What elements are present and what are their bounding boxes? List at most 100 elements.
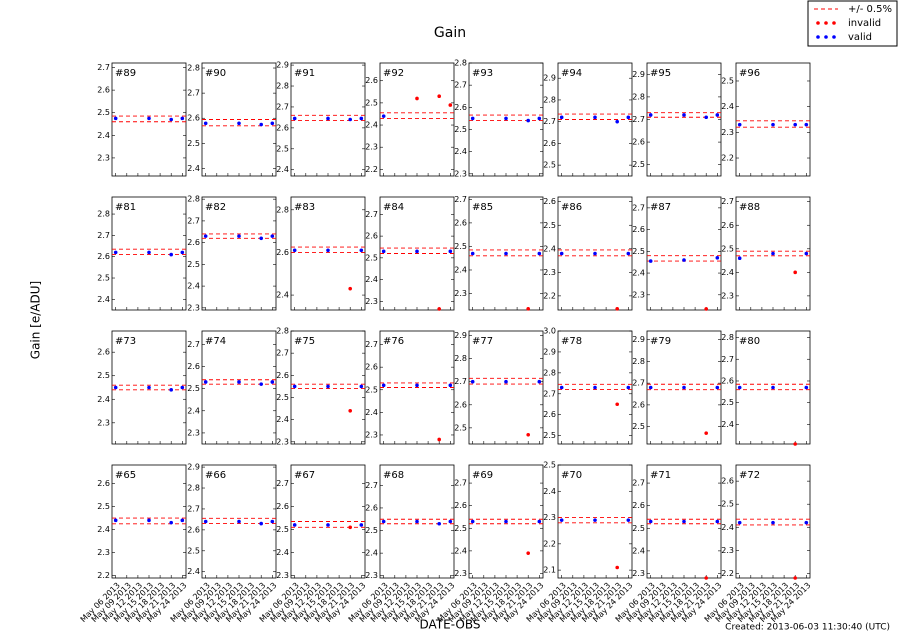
panel-title: #85 [472, 202, 493, 213]
y-tick-label: 2.8 [543, 368, 556, 377]
x-axis-label: DATE-OBS [420, 618, 481, 632]
y-tick-label: 2.6 [543, 197, 556, 206]
valid-point [715, 385, 720, 390]
y-tick-label: 2.6 [721, 477, 734, 486]
y-tick-label: 2.8 [97, 210, 110, 219]
valid-point [147, 385, 151, 390]
y-tick-label: 2.5 [543, 221, 556, 230]
y-tick-label: 2.2 [97, 571, 110, 580]
legend-marker [824, 21, 828, 25]
y-tick-label: 2.8 [187, 64, 200, 73]
y-tick-label: 2.3 [97, 153, 110, 162]
valid-point [237, 121, 241, 126]
y-tick-label: 2.7 [187, 504, 200, 513]
panel-title: #74 [205, 336, 226, 347]
y-tick-label: 2.4 [276, 415, 289, 424]
valid-point [259, 521, 264, 526]
valid-point [359, 248, 364, 253]
invalid-point [348, 525, 353, 530]
y-tick-label: 2.4 [187, 164, 200, 173]
panel-frame [646, 62, 722, 177]
valid-point [381, 519, 386, 524]
y-tick-label: 2.5 [454, 125, 467, 134]
valid-point [237, 519, 241, 524]
y-tick-label: 2.3 [721, 546, 734, 555]
valid-point [715, 113, 720, 117]
panel-title: #94 [561, 68, 582, 79]
y-tick-label: 2.5 [187, 139, 200, 148]
invalid-point [526, 307, 530, 311]
legend-marker [816, 21, 820, 25]
valid-point [715, 519, 720, 524]
y-tick-label: 2.4 [365, 121, 378, 130]
invalid-point [793, 576, 797, 580]
invalid-point [615, 307, 619, 311]
y-tick-label: 2.6 [97, 252, 110, 261]
y-tick-label: 2.4 [543, 244, 556, 253]
panel-title: #77 [472, 336, 493, 347]
y-tick-label: 2.4 [721, 268, 734, 277]
valid-point [737, 520, 742, 525]
y-tick-label: 2.7 [721, 197, 734, 206]
invalid-point [348, 286, 353, 291]
y-tick-label: 2.7 [365, 481, 378, 490]
y-tick-label: 2.4 [187, 406, 200, 415]
y-tick-label: 2.6 [187, 238, 200, 247]
valid-point [270, 380, 275, 384]
y-tick-label: 2.7 [454, 195, 467, 204]
y-tick-label: 2.6 [365, 232, 378, 241]
valid-point [704, 115, 708, 120]
y-tick-label: 2.4 [632, 546, 645, 555]
valid-point [203, 121, 208, 126]
valid-point [237, 234, 241, 238]
invalid-point [437, 94, 442, 99]
y-tick-label: 2.6 [276, 248, 289, 257]
valid-point [326, 384, 330, 389]
y-tick-label: 2.3 [721, 128, 734, 137]
y-tick-label: 2.4 [276, 165, 289, 174]
valid-point [793, 122, 797, 127]
panel-title: #72 [739, 470, 760, 481]
y-tick-label: 2.5 [97, 274, 110, 283]
valid-point [448, 383, 453, 388]
panel-frame [468, 330, 544, 445]
valid-point [771, 122, 775, 127]
y-tick-label: 2.4 [632, 269, 645, 278]
y-tick-label: 2.5 [543, 161, 556, 170]
y-tick-label: 2.5 [187, 546, 200, 555]
valid-point [113, 116, 118, 121]
invalid-point [793, 442, 797, 446]
valid-point [682, 519, 686, 524]
y-tick-label: 2.1 [543, 566, 556, 575]
y-tick-label: 2.6 [97, 86, 110, 95]
valid-point [203, 519, 208, 524]
valid-point [804, 385, 809, 390]
y-tick-label: 2.3 [276, 437, 289, 446]
valid-point [203, 380, 208, 384]
valid-point [537, 116, 542, 121]
valid-point [270, 519, 275, 524]
legend-marker [824, 35, 828, 39]
invalid-point [526, 432, 530, 437]
y-tick-label: 2.5 [276, 525, 289, 534]
valid-point [526, 118, 530, 123]
valid-point [180, 385, 185, 390]
y-tick-label: 2.2 [721, 154, 734, 163]
valid-point [203, 234, 208, 238]
y-tick-label: 2.4 [187, 567, 200, 576]
panel-title: #73 [115, 336, 136, 347]
y-tick-label: 2.5 [454, 242, 467, 251]
valid-point [648, 113, 653, 117]
valid-point [504, 519, 508, 524]
y-tick-label: 2.6 [454, 218, 467, 227]
y-tick-label: 2.8 [632, 357, 645, 366]
y-tick-label: 2.9 [187, 463, 200, 472]
panel-frame [201, 196, 277, 311]
invalid-point [448, 103, 453, 107]
panel-title: #78 [561, 336, 582, 347]
y-tick-label: 2.3 [187, 303, 200, 312]
y-tick-label: 2.6 [187, 525, 200, 534]
panel-title: #71 [650, 470, 671, 481]
valid-point [626, 251, 631, 256]
valid-point [771, 520, 775, 525]
